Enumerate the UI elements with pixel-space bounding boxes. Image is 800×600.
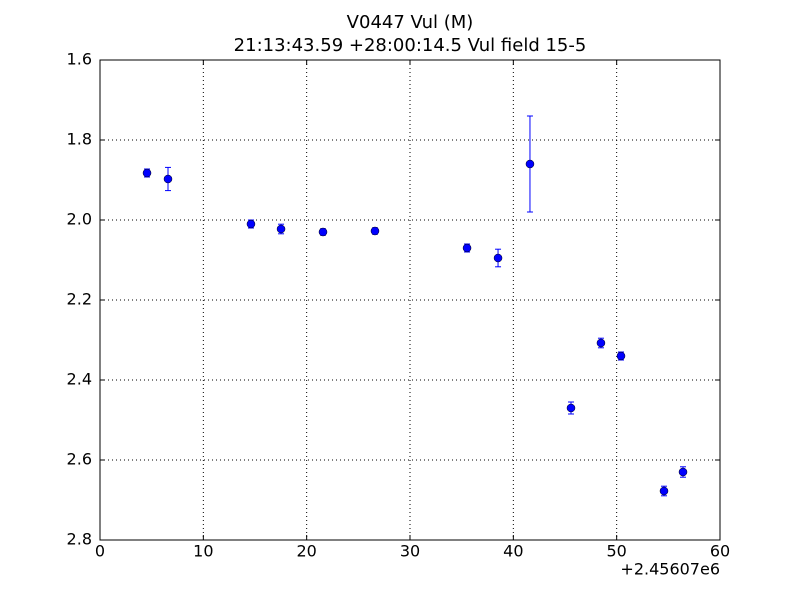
- y-tick-label: 2.6: [67, 450, 92, 469]
- x-tick-label: 50: [606, 542, 626, 561]
- x-tick-label: 30: [400, 542, 420, 561]
- chart-subtitle: 21:13:43.59 +28:00:14.5 Vul field 15-5: [234, 35, 587, 56]
- y-tick-label: 2.0: [67, 210, 92, 229]
- y-tick-label: 2.2: [67, 290, 92, 309]
- y-tick-label: 1.6: [67, 50, 92, 69]
- point: [246, 219, 256, 229]
- point: [659, 486, 669, 496]
- chart-title: V0447 Vul (M): [347, 12, 474, 33]
- point: [142, 168, 152, 178]
- point: [678, 467, 688, 477]
- y-tick-label: 2.4: [67, 370, 92, 389]
- point: [318, 227, 328, 237]
- x-tick-label: 40: [503, 542, 523, 561]
- point: [462, 243, 472, 253]
- x-offset-label: +2.45607e6: [620, 560, 720, 579]
- y-tick-label: 1.8: [67, 130, 92, 149]
- x-tick-label: 20: [296, 542, 316, 561]
- point: [163, 174, 173, 184]
- point: [525, 159, 535, 169]
- point: [493, 253, 503, 263]
- x-tick-label: 0: [95, 542, 105, 561]
- x-tick-label: 10: [193, 542, 213, 561]
- point: [276, 224, 286, 234]
- point: [566, 403, 576, 413]
- y-tick-label: 2.8: [67, 530, 92, 549]
- x-tick-label: 60: [710, 542, 730, 561]
- point: [616, 351, 626, 361]
- point: [596, 338, 606, 348]
- plot-frame: [99, 59, 721, 541]
- point: [370, 226, 380, 236]
